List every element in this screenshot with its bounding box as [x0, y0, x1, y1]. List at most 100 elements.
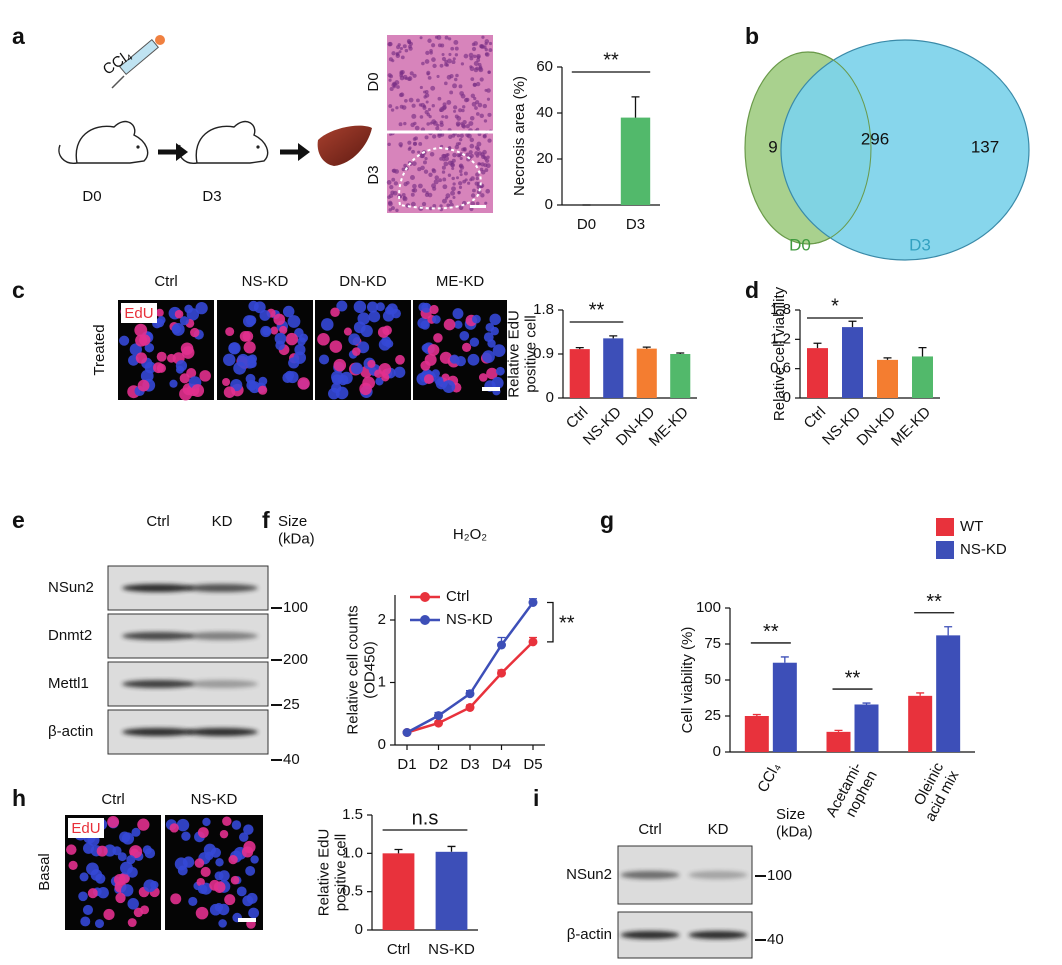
size-label: Size (kDa): [776, 806, 813, 840]
image-column-label: Ctrl: [101, 791, 124, 808]
cell-nucleus: [429, 304, 439, 315]
x-tick-label: D3: [460, 756, 479, 773]
nucleus: [456, 123, 460, 127]
protein-label: NSun2: [566, 866, 612, 883]
cell-nucleus: [97, 887, 109, 899]
nucleus: [410, 192, 415, 197]
cell-nucleus: [331, 374, 343, 385]
nucleus: [411, 103, 416, 108]
syringe-cap: [155, 35, 165, 45]
cell-nucleus: [233, 361, 247, 375]
blot-band: [688, 931, 748, 939]
nucleus: [477, 102, 483, 108]
nucleus: [444, 35, 449, 40]
cell-nucleus: [196, 877, 205, 887]
scale-bar: [470, 205, 486, 208]
cell-nucleus: [134, 323, 148, 337]
cell-nucleus: [282, 372, 293, 384]
x-tick-label: Ctrl: [563, 404, 592, 433]
cell-nucleus: [375, 377, 384, 386]
y-axis-label: Relative cell counts(OD450): [344, 605, 378, 734]
scale-bar: [238, 918, 256, 922]
nucleus: [477, 62, 482, 67]
cell-nucleus: [297, 337, 306, 346]
text-line: positive cell: [333, 834, 350, 912]
error-bar: [676, 352, 685, 354]
nucleus: [444, 59, 448, 64]
panel-letter: d: [745, 277, 759, 303]
image-row-label: D0: [365, 72, 382, 91]
nucleus: [476, 141, 482, 147]
nucleus: [480, 170, 486, 175]
nucleus: [473, 96, 477, 101]
nucleus: [408, 146, 412, 150]
nucleus: [485, 52, 490, 57]
error-bar: [834, 729, 843, 732]
nucleus: [471, 46, 477, 52]
cell-nucleus: [181, 831, 191, 841]
nucleus: [437, 96, 442, 101]
nucleus: [454, 46, 459, 51]
nucleus: [399, 104, 404, 109]
bar: [877, 359, 898, 398]
y-tick-label: 0: [545, 196, 553, 213]
nucleus: [429, 151, 435, 157]
cell-nucleus: [174, 857, 188, 871]
text-line: Relative EdU: [315, 829, 332, 917]
cell-nucleus: [195, 906, 209, 920]
cell-nucleus: [391, 308, 401, 319]
nucleus: [476, 55, 481, 59]
x-tick-label: NS-KD: [428, 941, 475, 958]
cell-nucleus: [319, 354, 330, 365]
cell-nucleus: [258, 385, 268, 395]
cell-nucleus: [273, 313, 286, 326]
nucleus: [449, 202, 454, 208]
nucleus: [442, 184, 448, 190]
error-bar: [918, 346, 927, 357]
nucleus: [404, 48, 409, 53]
nucleus: [469, 143, 475, 149]
protein-label: Dnmt2: [48, 627, 92, 644]
chart-title: H₂O₂: [453, 526, 487, 543]
nucleus: [420, 165, 425, 171]
point: [528, 598, 538, 607]
nucleus: [416, 98, 420, 103]
cell-nucleus: [489, 313, 501, 326]
cell-nucleus: [353, 300, 367, 314]
nucleus: [409, 175, 415, 181]
day-label: D0: [82, 188, 101, 205]
liver: [317, 125, 372, 166]
cell-nucleus: [260, 325, 272, 338]
nucleus: [417, 150, 421, 154]
cell-nucleus: [469, 337, 480, 347]
y-tick-label: 40: [536, 104, 553, 121]
nucleus: [388, 104, 393, 108]
blot-band: [186, 728, 258, 736]
nucleus: [484, 168, 489, 173]
cell-nucleus: [247, 359, 257, 369]
nucleus: [441, 153, 446, 159]
nucleus: [458, 163, 464, 169]
nucleus: [425, 100, 429, 104]
cell-nucleus: [121, 884, 134, 897]
nucleus: [486, 155, 490, 160]
blot-band: [122, 632, 194, 640]
nucleus: [417, 167, 422, 172]
cell-nucleus: [443, 318, 456, 331]
cell-nucleus: [90, 869, 103, 881]
nucleus: [431, 168, 436, 172]
text-line: Relative EdU: [505, 310, 522, 398]
nucleus: [424, 157, 428, 161]
nucleus: [388, 132, 392, 136]
significance-label: **: [603, 49, 619, 71]
cell-nucleus: [421, 302, 432, 313]
nucleus: [399, 75, 405, 81]
cell-nucleus: [487, 339, 496, 348]
cell-nucleus: [223, 353, 236, 366]
bar: [908, 695, 933, 752]
nucleus: [464, 178, 468, 182]
cell-nucleus: [218, 870, 230, 882]
panel-letter: i: [533, 785, 539, 811]
nucleus: [397, 43, 401, 47]
cell-nucleus: [103, 908, 115, 921]
